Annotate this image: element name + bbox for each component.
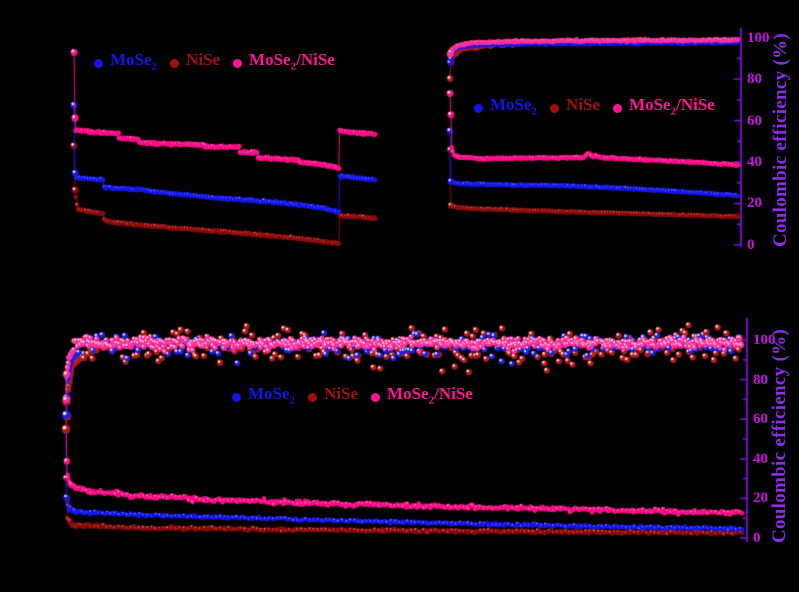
- legend-top-right: MoSe2 NiSe MoSe2/NiSe: [474, 95, 715, 121]
- legend-item-nise: NiSe: [170, 47, 220, 79]
- legend-label-mose2nise: MoSe2/NiSe: [249, 47, 335, 79]
- legend-label-text: MoSe: [490, 94, 532, 114]
- ce-tick-80: 80: [753, 372, 768, 388]
- legend-marker-mose2-icon: [232, 392, 241, 402]
- legend-item-mose2nise: MoSe2/NiSe: [233, 47, 335, 79]
- ce-tick-100: 100: [747, 30, 770, 46]
- legend-marker-mose2nise-icon: [233, 58, 243, 68]
- legend-label-mose2nise: MoSe2/NiSe: [629, 92, 715, 124]
- legend-label-mose2: MoSe2: [110, 47, 157, 79]
- legend-label-text: NiSe: [186, 49, 221, 69]
- ce-tick-20: 20: [753, 490, 768, 506]
- legend-label-rest: /NiSe: [434, 383, 473, 403]
- legend-item-mose2: MoSe2: [232, 381, 295, 413]
- legend-label-nise: NiSe: [566, 92, 600, 124]
- legend-label-text: NiSe: [324, 383, 359, 403]
- legend-marker-nise-icon: [170, 58, 180, 68]
- legend-marker-nise-icon: [308, 392, 318, 402]
- legend-label-rest: /NiSe: [296, 49, 335, 69]
- ce-tick-60: 60: [747, 113, 762, 129]
- legend-marker-mose2-icon: [474, 103, 483, 113]
- ce-tick-100: 100: [753, 332, 776, 348]
- legend-label-sub: 2: [290, 60, 297, 73]
- legend-label-text: MoSe: [248, 383, 290, 403]
- legend-label-text: MoSe: [629, 94, 671, 114]
- legend-top-left: MoSe2 NiSe MoSe2/NiSe: [94, 50, 335, 76]
- legend-item-mose2nise: MoSe2/NiSe: [613, 92, 715, 124]
- legend-marker-mose2nise-icon: [371, 392, 381, 402]
- legend-label-sub: 2: [531, 105, 538, 118]
- legend-bottom: MoSe2 NiSe MoSe2/NiSe: [232, 384, 473, 410]
- legend-label-mose2: MoSe2: [248, 381, 295, 413]
- ce-tick-80: 80: [747, 71, 762, 87]
- legend-marker-mose2nise-icon: [613, 103, 623, 113]
- legend-label-rest: /NiSe: [676, 94, 715, 114]
- legend-item-mose2: MoSe2: [474, 92, 537, 124]
- legend-label-sub: 2: [428, 394, 435, 407]
- ce-tick-40: 40: [753, 451, 768, 467]
- ce-axis-title-top-right: Coulombic efficiency (%): [770, 32, 791, 248]
- legend-item-nise: NiSe: [550, 92, 600, 124]
- legend-item-nise: NiSe: [308, 381, 358, 413]
- legend-label-text: MoSe: [110, 49, 152, 69]
- legend-item-mose2nise: MoSe2/NiSe: [371, 381, 473, 413]
- ce-tick-0: 0: [747, 237, 755, 253]
- legend-label-mose2nise: MoSe2/NiSe: [387, 381, 473, 413]
- legend-label-nise: NiSe: [324, 381, 358, 413]
- legend-label-text: NiSe: [566, 94, 601, 114]
- ce-tick-20: 20: [747, 195, 762, 211]
- ce-tick-0: 0: [753, 530, 761, 546]
- legend-label-sub: 2: [151, 60, 158, 73]
- legend-marker-mose2-icon: [94, 58, 103, 68]
- legend-label-text: MoSe: [249, 49, 291, 69]
- legend-item-mose2: MoSe2: [94, 47, 157, 79]
- legend-label-mose2: MoSe2: [490, 92, 537, 124]
- legend-label-nise: NiSe: [186, 47, 220, 79]
- legend-label-sub: 2: [289, 394, 296, 407]
- legend-label-text: MoSe: [387, 383, 429, 403]
- ce-tick-40: 40: [747, 154, 762, 170]
- ce-axis-title-bottom: Coulombic efficiency (%): [769, 328, 790, 544]
- legend-marker-nise-icon: [550, 103, 560, 113]
- legend-label-sub: 2: [670, 105, 677, 118]
- ce-tick-60: 60: [753, 411, 768, 427]
